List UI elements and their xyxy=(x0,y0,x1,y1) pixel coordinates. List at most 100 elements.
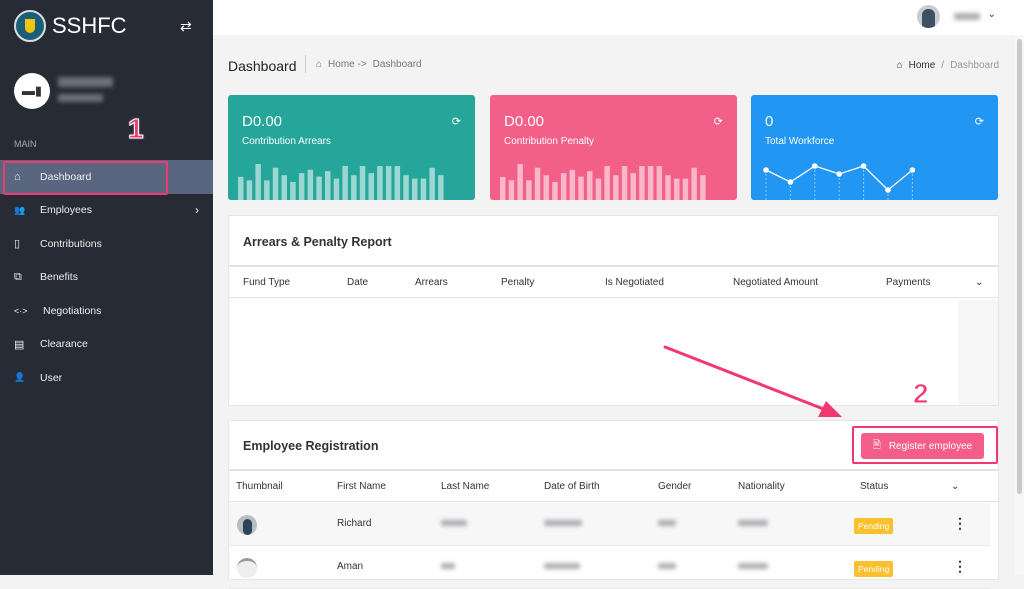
spark-bar xyxy=(316,176,322,200)
spark-bar xyxy=(238,176,244,200)
kebab-menu-icon[interactable]: ⋮ xyxy=(953,515,967,531)
redacted-gender xyxy=(658,563,676,569)
sidebar-item-label: Benefits xyxy=(40,271,78,284)
col-arrears[interactable]: Arrears xyxy=(415,277,448,288)
sidebar-item-label: Contributions xyxy=(40,237,102,250)
spark-bar xyxy=(298,173,305,200)
sidebar-item-negotiations[interactable]: <·> Negotiations xyxy=(0,294,213,328)
breadcrumb-home[interactable]: Home xyxy=(908,60,936,71)
sidebar-item-label: Clearance xyxy=(40,338,88,351)
card-label: Contribution Arrears xyxy=(242,136,331,147)
sidebar-item-dashboard[interactable]: ⌂ Dashboard xyxy=(0,160,213,194)
company-avatar: ▬▮ xyxy=(14,73,50,109)
spark-bar xyxy=(264,180,270,200)
spark-bar xyxy=(272,167,279,200)
sidebar-item-label: Negotiations xyxy=(43,304,102,317)
spark-point xyxy=(885,187,891,193)
annotation-box-register xyxy=(852,426,998,464)
status-badge: Pending xyxy=(854,561,894,577)
spark-bar xyxy=(359,166,366,200)
sidebar-nav: ⌂ Dashboard 👥 Employees › ▯ Contributions ⧉ B… xyxy=(0,160,213,395)
sidebar-item-employees[interactable]: 👥 Employees › xyxy=(0,194,213,228)
spark-bar xyxy=(665,175,671,200)
col-nationality[interactable]: Nationality xyxy=(738,481,785,492)
scrollbar-thumb[interactable] xyxy=(1017,39,1022,494)
table-scroll-area xyxy=(958,300,998,405)
card-value: D0.00 xyxy=(242,113,283,130)
spark-bar xyxy=(682,178,689,200)
breadcrumb-current: Dashboard xyxy=(372,58,422,70)
spark-point xyxy=(787,179,794,185)
spark-point xyxy=(909,167,916,173)
sidebar-item-contributions[interactable]: ▯ Contributions xyxy=(0,227,213,261)
sidebar: SSHFC ⇄ ▬▮ MAIN ⌂ Dashboard 👥 Employees › ▯… xyxy=(0,0,213,575)
refresh-icon[interactable]: ⟳ xyxy=(713,116,723,128)
page-scrollbar[interactable] xyxy=(1015,35,1024,575)
spark-point xyxy=(836,171,842,177)
col-status[interactable]: Status xyxy=(860,481,889,492)
spark-bar xyxy=(500,176,506,200)
card-contribution-arrears: D0.00 Contribution Arrears ⟳ xyxy=(228,95,475,200)
home-icon: ⌂ xyxy=(896,60,903,71)
spark-bar xyxy=(246,180,253,200)
annotation-box-dashboard xyxy=(3,161,168,195)
sidebar-toggle-icon[interactable]: ⇄ xyxy=(180,18,192,34)
spark-bar xyxy=(517,164,523,200)
user-icon: 👤 xyxy=(14,372,26,383)
chevron-down-icon[interactable]: ⌄ xyxy=(975,277,984,288)
employee-thumbnail xyxy=(237,515,257,535)
redacted-nationality xyxy=(738,563,768,569)
annotation-arrow xyxy=(663,345,842,417)
sidebar-item-user[interactable]: 👤 User xyxy=(0,361,213,395)
status-badge: Pending xyxy=(854,518,894,534)
spark-bar xyxy=(420,178,427,200)
col-date[interactable]: Date xyxy=(347,277,369,288)
kebab-menu-icon[interactable]: ⋮ xyxy=(953,558,967,574)
spark-bar xyxy=(578,176,584,200)
first-name: Richard xyxy=(337,518,372,529)
sparkline-bars xyxy=(238,164,444,200)
document-icon: 🗎 xyxy=(872,439,881,451)
spark-bar xyxy=(438,175,444,200)
user-avatar[interactable] xyxy=(917,5,940,28)
spark-point xyxy=(763,167,769,173)
spark-bar xyxy=(281,175,287,200)
annotation-number-1: 1 xyxy=(128,113,145,145)
spark-bar xyxy=(385,166,392,200)
chevron-down-icon[interactable]: ⌄ xyxy=(987,9,996,20)
sidebar-item-clearance[interactable]: ▤ Clearance xyxy=(0,328,213,362)
redacted-username[interactable] xyxy=(954,13,980,20)
breadcrumb-separator: / xyxy=(941,60,945,71)
spark-bar xyxy=(394,166,401,200)
spark-bar xyxy=(333,178,340,200)
breadcrumb-home[interactable]: Home -> xyxy=(328,58,367,70)
col-penalty[interactable]: Penalty xyxy=(501,277,535,288)
col-thumbnail[interactable]: Thumbnail xyxy=(236,481,283,492)
spark-bar xyxy=(534,167,541,200)
brand-logo[interactable]: SSHFC xyxy=(14,10,127,42)
home-icon: ⌂ xyxy=(316,58,323,70)
col-date-of-birth[interactable]: Date of Birth xyxy=(544,481,600,492)
col-negotiated-amount[interactable]: Negotiated Amount xyxy=(733,277,819,288)
spark-bar xyxy=(604,166,610,200)
spark-point xyxy=(812,163,818,169)
sidebar-item-benefits[interactable]: ⧉ Benefits xyxy=(0,261,213,295)
col-payments[interactable]: Payments xyxy=(886,277,931,288)
spark-bar xyxy=(656,166,663,200)
spark-bar xyxy=(429,167,435,200)
annotation-number-2: 2 xyxy=(913,378,930,410)
col-gender[interactable]: Gender xyxy=(658,481,692,492)
col-fund-type[interactable]: Fund Type xyxy=(243,277,291,288)
col-is-negotiated[interactable]: Is Negotiated xyxy=(605,277,664,288)
register-employee-button[interactable]: 🗎 Register employee xyxy=(861,433,984,459)
chevron-down-icon[interactable]: ⌄ xyxy=(951,481,960,492)
table-row[interactable]: Richard Pending ⋮ xyxy=(229,503,990,546)
employee-thumbnail xyxy=(237,558,257,578)
col-first-name[interactable]: First Name xyxy=(337,481,386,492)
col-last-name[interactable]: Last Name xyxy=(441,481,490,492)
section-label: MAIN xyxy=(14,139,37,149)
spark-bar xyxy=(307,169,314,200)
redacted-company-sub xyxy=(58,94,103,102)
refresh-icon[interactable]: ⟳ xyxy=(974,116,984,128)
refresh-icon[interactable]: ⟳ xyxy=(451,116,461,128)
